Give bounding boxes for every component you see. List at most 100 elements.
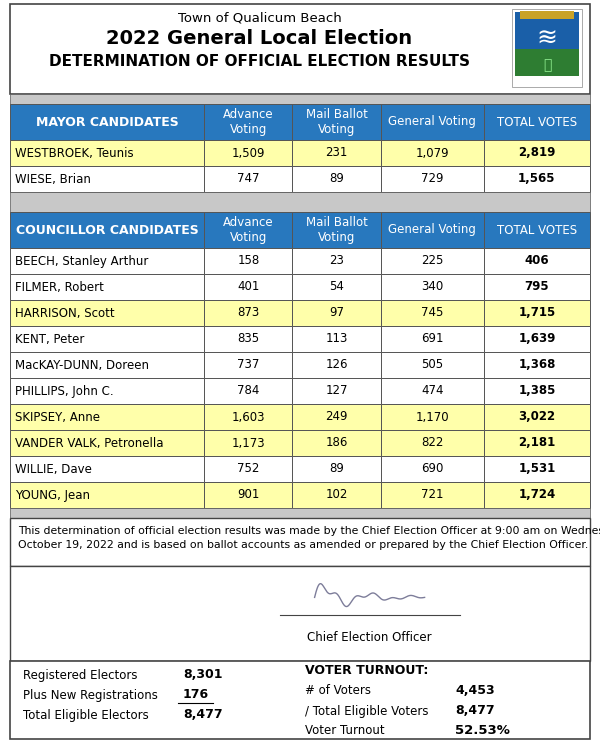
Bar <box>10 378 204 404</box>
Bar <box>10 274 204 300</box>
Bar <box>292 300 380 326</box>
Text: 176: 176 <box>183 689 209 701</box>
Text: 1,724: 1,724 <box>518 489 556 501</box>
Bar <box>10 104 204 140</box>
Bar <box>484 326 590 352</box>
Bar <box>10 456 204 482</box>
Text: 158: 158 <box>237 254 260 268</box>
Text: COUNCILLOR CANDIDATES: COUNCILLOR CANDIDATES <box>16 224 199 236</box>
Text: General Voting: General Voting <box>388 116 476 128</box>
Bar <box>380 248 484 274</box>
Text: 752: 752 <box>237 463 260 475</box>
Text: 901: 901 <box>237 489 260 501</box>
Bar <box>204 326 292 352</box>
Text: FILMER, Robert: FILMER, Robert <box>15 280 104 293</box>
Text: 745: 745 <box>421 307 443 319</box>
Text: YOUNG, Jean: YOUNG, Jean <box>15 489 90 501</box>
Text: 23: 23 <box>329 254 344 268</box>
Text: 474: 474 <box>421 384 443 398</box>
Bar <box>484 212 590 248</box>
Bar <box>204 482 292 508</box>
Bar <box>380 378 484 404</box>
Text: 340: 340 <box>421 280 443 293</box>
Text: Registered Electors: Registered Electors <box>23 668 137 682</box>
Text: 1,531: 1,531 <box>518 463 556 475</box>
Text: Voter Turnout: Voter Turnout <box>305 724 385 738</box>
Text: 1,173: 1,173 <box>232 436 265 450</box>
Text: 186: 186 <box>325 436 348 450</box>
Bar <box>10 192 590 212</box>
Text: VOTER TURNOUT:: VOTER TURNOUT: <box>305 665 428 677</box>
Text: 1,385: 1,385 <box>518 384 556 398</box>
Text: 2,181: 2,181 <box>518 436 556 450</box>
Bar <box>292 326 380 352</box>
Bar <box>10 518 590 566</box>
Text: 2022 General Local Election: 2022 General Local Election <box>106 28 412 48</box>
Text: 231: 231 <box>325 146 348 160</box>
Bar <box>204 140 292 166</box>
Text: 737: 737 <box>237 359 260 372</box>
Text: 249: 249 <box>325 410 348 424</box>
Bar <box>484 274 590 300</box>
Bar <box>380 352 484 378</box>
Bar <box>484 140 590 166</box>
Text: MacKAY-DUNN, Doreen: MacKAY-DUNN, Doreen <box>15 359 149 372</box>
Text: 505: 505 <box>421 359 443 372</box>
Text: 1,639: 1,639 <box>518 333 556 345</box>
Bar <box>204 352 292 378</box>
Bar <box>292 140 380 166</box>
Bar <box>292 104 380 140</box>
Bar <box>10 166 204 192</box>
Bar <box>10 300 204 326</box>
Text: 1,715: 1,715 <box>518 307 556 319</box>
Text: 1,565: 1,565 <box>518 172 556 186</box>
Text: 8,477: 8,477 <box>183 709 223 721</box>
Bar <box>380 104 484 140</box>
Bar <box>484 456 590 482</box>
Text: Town of Qualicum Beach: Town of Qualicum Beach <box>178 11 341 25</box>
Text: MAYOR CANDIDATES: MAYOR CANDIDATES <box>36 116 179 128</box>
Bar <box>10 430 204 456</box>
Bar <box>484 378 590 404</box>
Text: SKIPSEY, Anne: SKIPSEY, Anne <box>15 410 100 424</box>
Bar <box>204 274 292 300</box>
Bar <box>204 248 292 274</box>
Text: 784: 784 <box>237 384 260 398</box>
Text: 127: 127 <box>325 384 348 398</box>
Bar <box>292 352 380 378</box>
Text: 97: 97 <box>329 307 344 319</box>
Bar <box>204 300 292 326</box>
Bar <box>10 94 590 104</box>
Text: VANDER VALK, Petronella: VANDER VALK, Petronella <box>15 436 163 450</box>
Bar <box>380 166 484 192</box>
Text: Advance
Voting: Advance Voting <box>223 108 274 136</box>
Bar <box>380 326 484 352</box>
Text: 1,079: 1,079 <box>415 146 449 160</box>
Text: Advance
Voting: Advance Voting <box>223 216 274 244</box>
Bar <box>512 9 582 87</box>
Bar <box>204 378 292 404</box>
Bar <box>484 248 590 274</box>
Bar <box>380 212 484 248</box>
Text: # of Voters: # of Voters <box>305 685 371 698</box>
Bar <box>292 212 380 248</box>
Text: 2,819: 2,819 <box>518 146 556 160</box>
Text: Chief Election Officer: Chief Election Officer <box>307 631 432 645</box>
Bar <box>10 326 204 352</box>
Bar <box>380 300 484 326</box>
Bar <box>204 456 292 482</box>
Text: WILLIE, Dave: WILLIE, Dave <box>15 463 92 475</box>
Text: 1,368: 1,368 <box>518 359 556 372</box>
Text: 3,022: 3,022 <box>518 410 556 424</box>
Text: PHILLIPS, John C.: PHILLIPS, John C. <box>15 384 113 398</box>
Text: October 19, 2022 and is based on ballot accounts as amended or prepared by the C: October 19, 2022 and is based on ballot … <box>18 540 588 550</box>
Text: 406: 406 <box>524 254 549 268</box>
Bar <box>10 140 204 166</box>
Text: 401: 401 <box>237 280 260 293</box>
Bar <box>484 482 590 508</box>
Bar <box>292 456 380 482</box>
Bar <box>204 104 292 140</box>
Bar <box>380 274 484 300</box>
Text: 1,603: 1,603 <box>232 410 265 424</box>
Bar <box>484 300 590 326</box>
